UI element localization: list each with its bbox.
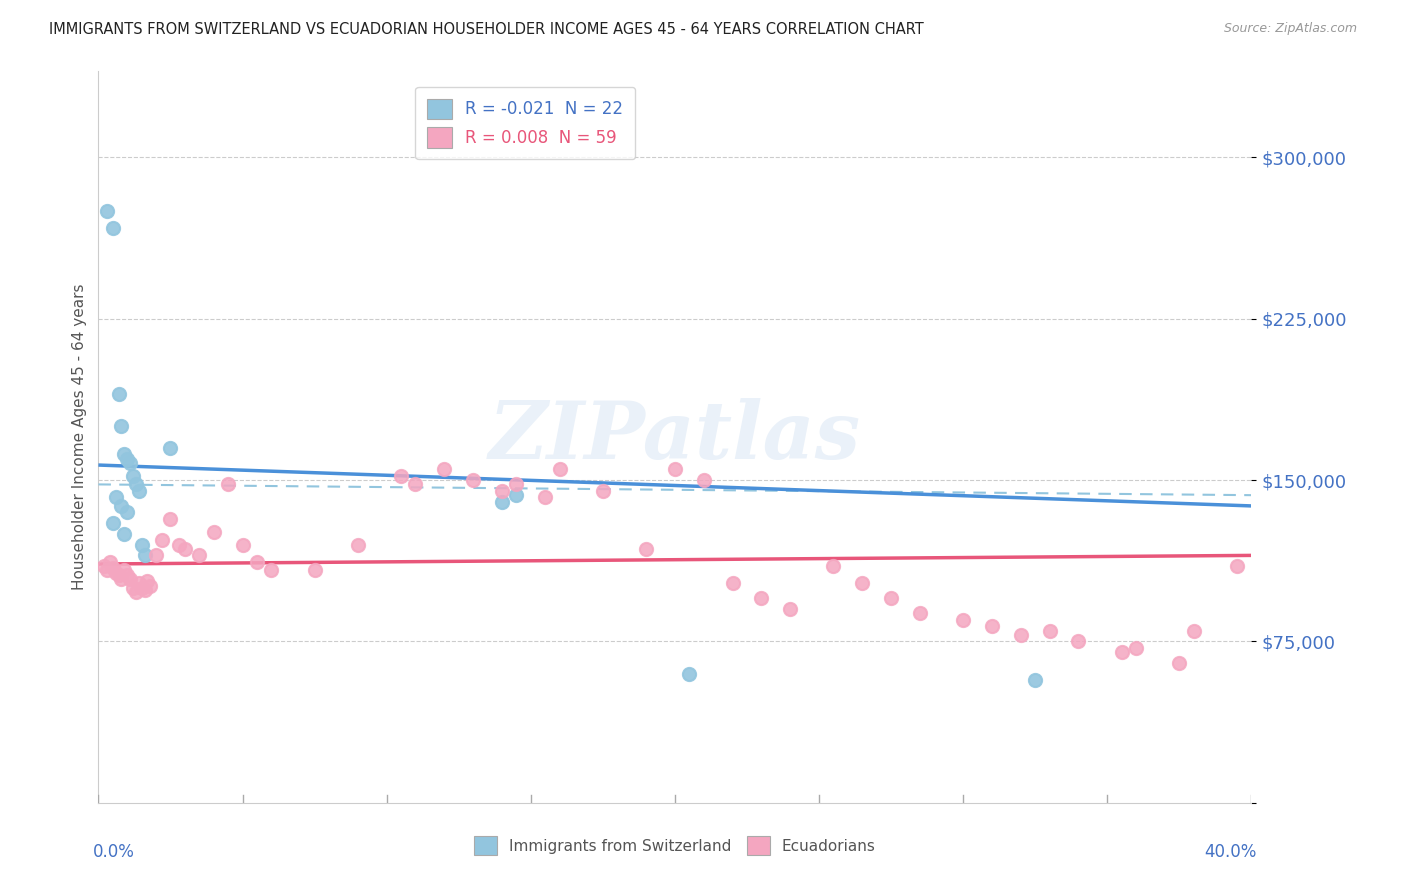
- Text: Source: ZipAtlas.com: Source: ZipAtlas.com: [1223, 22, 1357, 36]
- Point: [110, 419, 132, 434]
- Point: [548, 462, 571, 476]
- Text: 0.0%: 0.0%: [93, 843, 135, 861]
- Point: [534, 491, 557, 505]
- Point: [101, 516, 124, 530]
- Point: [231, 538, 254, 552]
- Point: [217, 477, 239, 491]
- Point: [1125, 640, 1147, 655]
- Point: [188, 549, 211, 563]
- Point: [721, 576, 744, 591]
- Point: [433, 462, 456, 476]
- Point: [1168, 656, 1191, 670]
- Point: [96, 204, 118, 219]
- Point: [107, 567, 129, 582]
- Point: [304, 564, 326, 578]
- Point: [1067, 634, 1090, 648]
- Point: [908, 607, 931, 621]
- Point: [117, 567, 139, 582]
- Point: [202, 524, 225, 539]
- Point: [110, 572, 132, 586]
- Point: [112, 447, 135, 461]
- Point: [128, 483, 150, 498]
- Point: [134, 582, 156, 597]
- Point: [134, 549, 156, 563]
- Point: [463, 473, 485, 487]
- Point: [491, 494, 513, 508]
- Point: [117, 451, 139, 466]
- Text: 40.0%: 40.0%: [1205, 843, 1257, 861]
- Point: [125, 477, 148, 491]
- Point: [592, 483, 614, 498]
- Point: [112, 564, 135, 578]
- Point: [1039, 624, 1062, 638]
- Point: [1182, 624, 1205, 638]
- Point: [491, 483, 513, 498]
- Point: [159, 441, 181, 455]
- Point: [125, 585, 148, 599]
- Legend: Immigrants from Switzerland, Ecuadorians: Immigrants from Switzerland, Ecuadorians: [468, 830, 882, 861]
- Point: [131, 581, 153, 595]
- Point: [1226, 559, 1249, 574]
- Point: [104, 491, 127, 505]
- Point: [1111, 645, 1133, 659]
- Point: [347, 538, 370, 552]
- Point: [389, 468, 412, 483]
- Point: [664, 462, 686, 476]
- Point: [779, 602, 801, 616]
- Point: [101, 561, 124, 575]
- Point: [1010, 628, 1032, 642]
- Point: [159, 512, 181, 526]
- Point: [823, 559, 845, 574]
- Point: [260, 564, 283, 578]
- Point: [246, 555, 269, 569]
- Point: [101, 221, 124, 235]
- Point: [751, 591, 773, 606]
- Point: [981, 619, 1004, 633]
- Point: [150, 533, 173, 548]
- Point: [405, 477, 427, 491]
- Text: IMMIGRANTS FROM SWITZERLAND VS ECUADORIAN HOUSEHOLDER INCOME AGES 45 - 64 YEARS : IMMIGRANTS FROM SWITZERLAND VS ECUADORIA…: [49, 22, 924, 37]
- Point: [851, 576, 873, 591]
- Point: [880, 591, 903, 606]
- Point: [122, 468, 145, 483]
- Point: [107, 387, 129, 401]
- Point: [122, 581, 145, 595]
- Point: [93, 559, 115, 574]
- Y-axis label: Householder Income Ages 45 - 64 years: Householder Income Ages 45 - 64 years: [72, 284, 87, 591]
- Point: [96, 564, 118, 578]
- Point: [167, 538, 190, 552]
- Point: [145, 549, 167, 563]
- Point: [104, 566, 127, 580]
- Point: [131, 538, 153, 552]
- Point: [505, 477, 527, 491]
- Point: [128, 576, 150, 591]
- Point: [98, 555, 121, 569]
- Point: [139, 578, 162, 592]
- Point: [636, 541, 658, 556]
- Point: [174, 541, 197, 556]
- Text: ZIPatlas: ZIPatlas: [489, 399, 860, 475]
- Point: [1024, 673, 1046, 688]
- Point: [120, 456, 142, 470]
- Point: [693, 473, 716, 487]
- Point: [112, 527, 135, 541]
- Point: [117, 505, 139, 519]
- Point: [678, 666, 700, 681]
- Point: [136, 574, 159, 589]
- Point: [505, 488, 527, 502]
- Point: [120, 572, 142, 586]
- Point: [952, 613, 974, 627]
- Point: [110, 499, 132, 513]
